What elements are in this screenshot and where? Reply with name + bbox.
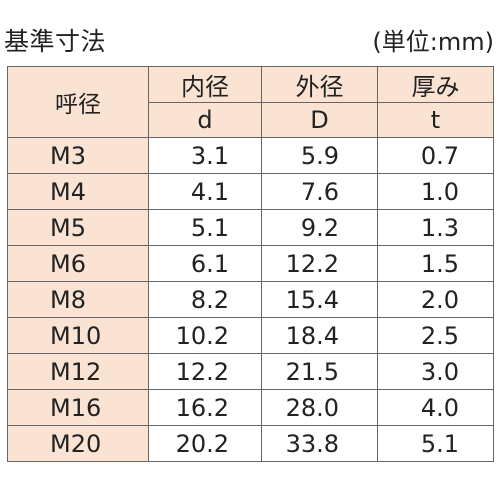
- size-cell: M20: [7, 425, 149, 462]
- table-row: M4 4.1 7.6 1.0: [7, 173, 494, 210]
- inner-diameter-cell: 4.1: [148, 173, 262, 210]
- inner-diameter-cell: 20.2: [148, 425, 262, 462]
- inner-diameter-cell: 6.1: [148, 245, 262, 282]
- title-bar: 基準寸法 (単位:mm): [0, 22, 500, 62]
- inner-diameter-cell: 12.2: [148, 353, 262, 390]
- header-row-symbols: d D t: [8, 102, 494, 138]
- inner-diameter-cell: 16.2: [148, 389, 262, 426]
- table-row: M3 3.1 5.9 0.7: [7, 137, 494, 174]
- thickness-cell: 5.1: [377, 425, 494, 462]
- size-cell: M3: [7, 137, 149, 174]
- table-row: M6 6.1 12.2 1.5: [7, 245, 494, 282]
- thickness-cell: 2.0: [377, 281, 494, 318]
- inner-diameter-cell: 10.2: [148, 317, 262, 354]
- thickness-cell: 1.0: [377, 173, 494, 210]
- outer-diameter-cell: 9.2: [261, 209, 378, 246]
- table-row: M5 5.1 9.2 1.3: [7, 209, 494, 246]
- inner-diameter-cell: 3.1: [148, 137, 262, 174]
- thickness-cell: 0.7: [377, 137, 494, 174]
- size-cell: M6: [7, 245, 149, 282]
- size-cell: M10: [7, 317, 149, 354]
- outer-diameter-cell: 7.6: [261, 173, 378, 210]
- inner-diameter-header: 内径: [148, 66, 262, 103]
- table-row: M8 8.2 15.4 2.0: [7, 281, 494, 318]
- nominal-header: 呼径: [7, 66, 149, 138]
- outer-diameter-cell: 5.9: [261, 137, 378, 174]
- outer-diameter-cell: 21.5: [261, 353, 378, 390]
- table-body: M3 3.1 5.9 0.7 M4 4.1 7.6 1.0 M5 5.1 9.2 1.3 M6 6.1 12…: [7, 137, 494, 462]
- size-cell: M5: [7, 209, 149, 246]
- thickness-cell: 2.5: [377, 317, 494, 354]
- size-cell: M16: [7, 389, 149, 426]
- inner-diameter-cell: 5.1: [148, 209, 262, 246]
- table-row: M12 12.2 21.5 3.0: [7, 353, 494, 390]
- outer-diameter-header: 外径: [261, 66, 378, 103]
- thickness-symbol: t: [377, 102, 494, 138]
- outer-diameter-symbol: D: [261, 102, 378, 138]
- inner-diameter-cell: 8.2: [148, 281, 262, 318]
- dimension-table: 呼径 内径 外径 厚み d D t M3 3.1 5.9 0.7 M4 4.1 7.6 1.0…: [7, 66, 494, 462]
- size-cell: M12: [7, 353, 149, 390]
- thickness-cell: 4.0: [377, 389, 494, 426]
- thickness-header: 厚み: [377, 66, 494, 103]
- page-title: 基準寸法: [4, 27, 107, 56]
- outer-diameter-cell: 15.4: [261, 281, 378, 318]
- inner-diameter-symbol: d: [148, 102, 262, 138]
- unit-label: (単位:mm): [372, 28, 494, 56]
- outer-diameter-cell: 33.8: [261, 425, 378, 462]
- size-cell: M4: [7, 173, 149, 210]
- thickness-cell: 1.3: [377, 209, 494, 246]
- table-header: 呼径 内径 外径 厚み d D t: [7, 66, 494, 138]
- table-row: M10 10.2 18.4 2.5: [7, 317, 494, 354]
- outer-diameter-cell: 18.4: [261, 317, 378, 354]
- table-row: M16 16.2 28.0 4.0: [7, 389, 494, 426]
- table-row: M20 20.2 33.8 5.1: [7, 425, 494, 462]
- outer-diameter-cell: 28.0: [261, 389, 378, 426]
- size-cell: M8: [7, 281, 149, 318]
- thickness-cell: 3.0: [377, 353, 494, 390]
- outer-diameter-cell: 12.2: [261, 245, 378, 282]
- thickness-cell: 1.5: [377, 245, 494, 282]
- header-row-labels: 呼径 内径 外径 厚み: [7, 66, 494, 138]
